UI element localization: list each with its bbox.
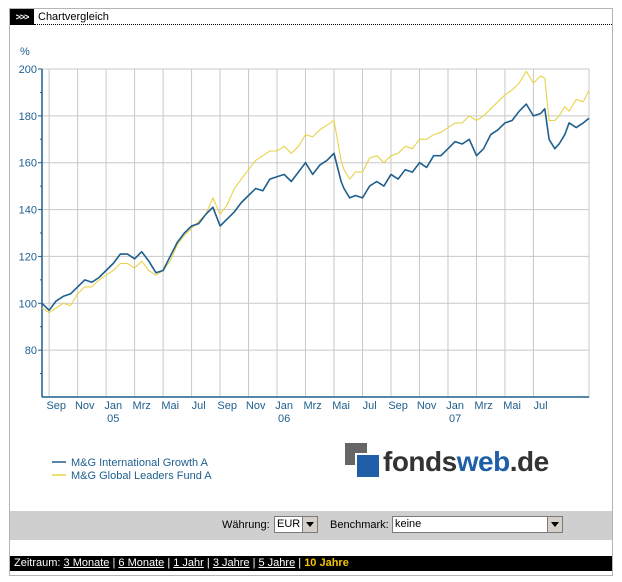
- chart-grid: [41, 68, 590, 398]
- y-tick-label: 140: [19, 205, 37, 217]
- x-tick-label: Nov: [417, 400, 437, 412]
- benchmark-select[interactable]: keine: [392, 516, 563, 533]
- y-tick-label: 120: [19, 251, 37, 263]
- line-chart: 80 100 120 140 160 180 200% Sep Nov Jan Mrz Mai Jul S…: [19, 46, 590, 482]
- logo-text-fonds: fonds: [383, 446, 457, 477]
- x-tick-label: Jul: [363, 400, 377, 412]
- timeframe-3-jahre[interactable]: 3 Jahre: [212, 557, 250, 569]
- logo-text-web: web: [456, 446, 510, 477]
- plot-area: [41, 68, 590, 398]
- currency-value: EUR: [277, 518, 301, 530]
- currency-select[interactable]: EUR: [274, 516, 318, 533]
- y-tick-label: 100: [19, 298, 37, 310]
- chart-legend: M&G International Growth AM&G Global Lea…: [52, 457, 212, 482]
- fondsweb-logo: fondsweb.de: [345, 443, 555, 481]
- header-arrows: >>>: [10, 9, 34, 25]
- x-tick-label: Jul: [534, 400, 548, 412]
- y-axis-unit: %: [20, 46, 30, 58]
- logo-square-blue: [355, 453, 379, 477]
- x-tick-label: Jan: [275, 400, 293, 412]
- y-tick-label: 200: [19, 64, 37, 76]
- series-line-global-leaders: [41, 70, 590, 314]
- legend-label: M&G International Growth A: [71, 457, 209, 469]
- x-tick-label: Sep: [388, 400, 408, 412]
- x-tick-label: Mrz: [133, 400, 151, 412]
- y-tick-label: 160: [19, 158, 37, 170]
- year-label: 06: [278, 413, 290, 425]
- x-tick-label: Nov: [75, 400, 95, 412]
- timeframe-bar: Zeitraum: 3 Monate | 6 Monate | 1 Jahr |…: [10, 556, 612, 571]
- logo-text-domain: .de: [509, 446, 549, 477]
- y-tick-label: 180: [19, 111, 37, 123]
- chart-controls: Währung: EUR Benchmark: keine: [10, 511, 612, 540]
- timeframe-6-monate[interactable]: 6 Monate: [118, 557, 165, 569]
- logo-text: fondsweb.de: [383, 443, 549, 481]
- panel-title: Chartvergleich: [38, 11, 109, 23]
- header-divider: [34, 24, 612, 25]
- panel-header: >>> Chartvergleich: [10, 9, 612, 25]
- x-tick-label: Jan: [446, 400, 464, 412]
- timeframe-1-jahr[interactable]: 1 Jahr: [173, 557, 204, 569]
- benchmark-label: Benchmark:: [330, 519, 389, 531]
- x-tick-label: Jul: [192, 400, 206, 412]
- series-line-international-growth: [41, 103, 590, 312]
- chart-labels: 80 100 120 140 160 180 200% Sep Nov Jan Mrz Mai Jul S…: [19, 46, 548, 425]
- x-tick-label: Mai: [332, 400, 350, 412]
- currency-label: Währung:: [222, 519, 270, 531]
- x-tick-label: Mrz: [303, 400, 321, 412]
- benchmark-value: keine: [395, 518, 422, 530]
- x-tick-label: Mrz: [474, 400, 492, 412]
- x-tick-label: Jan: [104, 400, 122, 412]
- legend-label: M&G Global Leaders Fund A: [71, 470, 212, 482]
- timeframe-5-jahre[interactable]: 5 Jahre: [258, 557, 296, 569]
- x-tick-label: Nov: [246, 400, 266, 412]
- timeframe-10-jahre[interactable]: 10 Jahre: [304, 557, 349, 569]
- currency-dropdown-icon[interactable]: [302, 517, 317, 532]
- x-tick-label: Sep: [46, 400, 66, 412]
- x-tick-label: Sep: [217, 400, 237, 412]
- x-tick-label: Mai: [161, 400, 179, 412]
- benchmark-dropdown-icon[interactable]: [547, 517, 562, 532]
- timeframe-label: Zeitraum:: [14, 557, 61, 569]
- x-tick-label: Mai: [503, 400, 521, 412]
- chart-axes: [38, 68, 589, 398]
- year-label: 05: [107, 413, 119, 425]
- timeframe-3-monate[interactable]: 3 Monate: [63, 557, 110, 569]
- y-tick-label: 80: [25, 345, 37, 357]
- year-label: 07: [449, 413, 461, 425]
- chart-series: [41, 70, 590, 314]
